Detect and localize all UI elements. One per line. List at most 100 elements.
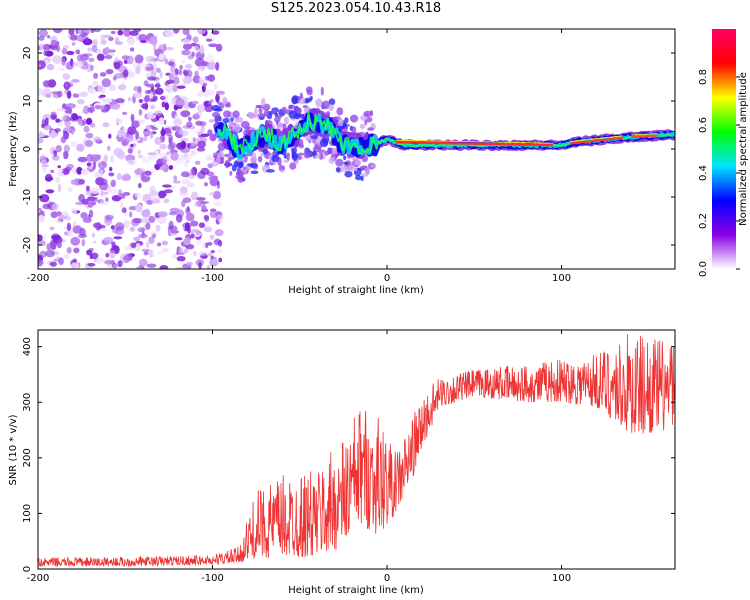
chart-title: S125.2023.054.10.43.R18 xyxy=(270,1,442,16)
spectrogram-cell xyxy=(193,251,197,257)
spectrogram-cell xyxy=(343,161,349,165)
spectrogram-cell xyxy=(65,103,76,109)
spectrogram-cell xyxy=(132,120,140,124)
spectrogram-cell xyxy=(293,113,301,120)
spectrogram-cell xyxy=(176,256,186,262)
spectrogram-cell xyxy=(167,143,175,151)
spectrogram-cell xyxy=(207,129,213,136)
spectrogram-cell xyxy=(81,239,86,247)
spectrogram-cell xyxy=(258,107,263,114)
spectrogram-cell xyxy=(138,34,148,42)
spectrogram-cell xyxy=(72,221,77,227)
spectrogram-cell xyxy=(143,251,149,256)
spectrogram-x-axis: -200 -100 0 100 xyxy=(27,29,571,284)
spectrogram-cell xyxy=(121,266,126,269)
spectrogram-cell xyxy=(266,169,275,173)
spectrogram-cell xyxy=(46,35,51,39)
spectrogram-cell xyxy=(177,154,186,161)
spectrogram-cell xyxy=(183,248,189,254)
x-tick-label: -100 xyxy=(201,573,224,584)
spectrogram-cell xyxy=(144,89,151,95)
spectrogram-cell xyxy=(212,190,221,200)
spectrogram-cell xyxy=(130,242,137,248)
spectrogram-cell xyxy=(89,209,94,218)
spectrogram-cell xyxy=(232,110,240,118)
spectrogram-cell xyxy=(197,140,206,149)
spectrogram-cell xyxy=(209,192,215,196)
spectrogram-cell xyxy=(199,46,205,55)
spectrogram-cell xyxy=(57,183,62,193)
spectrogram-cell xyxy=(354,159,362,166)
spectrogram-cell xyxy=(62,45,70,49)
spectrogram-cell xyxy=(237,174,245,183)
spectrogram-cell xyxy=(209,258,219,267)
snr-y-axis: 0 100 200 300 400 xyxy=(22,337,675,572)
spectrogram-cell xyxy=(60,136,67,144)
spectrogram-cell xyxy=(200,133,210,138)
spectrogram-cell xyxy=(71,79,80,83)
spectrogram-cell xyxy=(218,257,223,263)
spectrogram-cell xyxy=(121,55,130,60)
spectrogram-cell xyxy=(154,110,163,117)
spectrogram-cell xyxy=(181,171,190,178)
spectrogram-cell xyxy=(158,190,166,199)
spectrogram-cell xyxy=(354,167,358,172)
spectrogram-cell xyxy=(101,78,112,88)
spectrogram-cell xyxy=(366,116,373,123)
spectrogram-cell xyxy=(89,254,94,260)
spectrogram-cell xyxy=(320,86,324,96)
spectrogram-cell xyxy=(56,108,67,112)
spectrogram-cell xyxy=(192,36,199,44)
spectrogram-cell xyxy=(55,145,62,153)
spectrogram-cell xyxy=(110,241,116,245)
spectrogram-cell xyxy=(92,240,97,244)
spectrogram-cell xyxy=(87,47,93,52)
spectrogram-cell xyxy=(194,160,201,165)
snr-frame xyxy=(37,329,676,570)
spectrogram-cell xyxy=(175,266,186,269)
spectrogram-cell xyxy=(78,194,85,203)
spectrogram-cell xyxy=(159,71,163,79)
spectrogram-cell xyxy=(70,262,80,269)
spectrogram-cell xyxy=(247,112,256,120)
spectrogram-cell xyxy=(100,190,104,197)
spectrogram-cell xyxy=(58,215,68,220)
spectrogram-cell xyxy=(182,82,186,87)
spectrogram-cell xyxy=(189,144,197,149)
spectrogram-cell xyxy=(76,98,85,105)
spectrogram-cell xyxy=(281,106,287,113)
spectrogram-cell xyxy=(184,160,188,168)
spectrogram-cell xyxy=(91,232,95,238)
spectrogram-cell xyxy=(236,167,243,177)
spectrogram-cell xyxy=(57,169,64,177)
spectrogram-cell xyxy=(101,109,109,113)
spectrogram-cell xyxy=(118,84,127,91)
spectrogram-cell xyxy=(262,148,269,155)
spectrogram-cell xyxy=(156,251,163,255)
spectrogram-cell xyxy=(117,29,124,36)
spectrogram-cell xyxy=(172,96,177,103)
spectrogram-cell xyxy=(123,69,129,78)
spectrogram-cell xyxy=(71,208,78,214)
spectrogram-cell xyxy=(66,222,71,232)
spectrogram-cell xyxy=(74,93,80,98)
spectrogram-core-edge xyxy=(395,139,553,144)
spectrogram-cell xyxy=(71,42,76,46)
spectrogram-cell xyxy=(161,240,168,246)
spectrogram-cell xyxy=(75,49,81,55)
spectrogram-cell xyxy=(99,169,104,174)
spectrogram-cell xyxy=(183,237,191,246)
spectrogram-cell xyxy=(45,177,54,181)
spectrogram-cell xyxy=(93,72,99,79)
spectrogram-cell xyxy=(80,212,88,219)
x-tick-label: 0 xyxy=(384,273,390,284)
spectrogram-cell xyxy=(143,80,149,87)
spectrogram-cell xyxy=(55,118,60,123)
spectrogram-cell xyxy=(140,218,150,223)
spectrogram-cell xyxy=(208,43,219,48)
spectrogram-cell xyxy=(172,84,178,93)
spectrogram-cell xyxy=(211,104,221,112)
spectrogram-cell xyxy=(157,211,168,218)
spectrogram-cell xyxy=(188,116,192,122)
